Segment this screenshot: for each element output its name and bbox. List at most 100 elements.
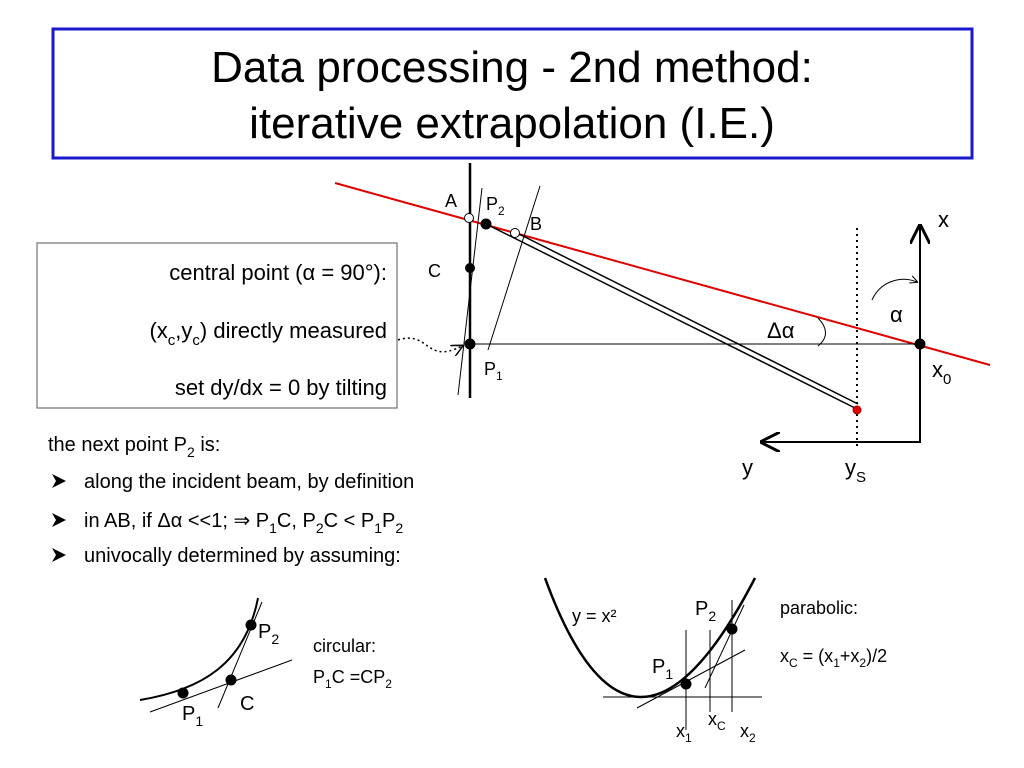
bullet-text: along the incident beam, by definition: [84, 471, 414, 493]
text-run: x: [676, 721, 685, 741]
text-run: the next point P: [48, 434, 187, 456]
text-run: y = x²: [572, 606, 617, 626]
subscript: C: [717, 719, 726, 733]
label: α: [890, 302, 903, 327]
text-run: P: [313, 667, 325, 687]
intro-text: the next point P2 is:: [48, 434, 220, 460]
label: P2: [486, 194, 505, 218]
label: y = x²: [572, 606, 617, 626]
label: y: [742, 455, 753, 480]
text-run: P: [484, 359, 496, 379]
label: yS: [845, 455, 866, 486]
title-box: [51, 27, 974, 160]
label: A: [445, 191, 457, 211]
text-run: C: [428, 261, 441, 281]
subscript: 2: [749, 731, 756, 745]
text-run: α: [890, 302, 903, 327]
label: P2: [258, 621, 279, 647]
text-run: )/2: [866, 646, 887, 666]
text-run: in AB, if Δα <<1; ⇒ P: [84, 510, 269, 532]
subscript: S: [856, 469, 866, 486]
caption: circular:: [313, 636, 376, 656]
text-run: = (x: [798, 646, 834, 666]
text-run: P: [695, 598, 708, 620]
label: Δα: [767, 318, 795, 343]
title-line: Data processing - 2nd method:: [211, 43, 813, 92]
text-run: C, P: [277, 510, 316, 532]
subscript: 2: [385, 677, 392, 691]
subscript: 2: [498, 204, 505, 218]
parabolic-diagram: [543, 577, 762, 730]
subscript: 1: [665, 666, 673, 682]
label: P1: [182, 703, 203, 729]
text-run: P: [382, 510, 395, 532]
subscript: 0: [943, 371, 951, 388]
caption: P1C =CP2: [313, 667, 392, 691]
text-run: set dy/dx = 0 by tilting: [175, 375, 387, 400]
caption: xC = (x1+x2)/2: [780, 646, 887, 670]
main-diagram: [334, 163, 991, 450]
subscript: 2: [859, 656, 866, 670]
subscript: 2: [316, 520, 324, 536]
text-run: parabolic:: [780, 598, 858, 618]
text-run: x: [938, 207, 949, 232]
subscript: 2: [187, 444, 195, 460]
bullet-text: univocally determined by assuming:: [84, 545, 401, 567]
text-run: B: [530, 214, 542, 234]
text-run: y: [742, 455, 753, 480]
subscript: 1: [833, 656, 840, 670]
subscript: 1: [374, 520, 382, 536]
info-box: [36, 242, 398, 409]
text-run: C: [240, 693, 254, 715]
label: P2: [695, 598, 716, 624]
subscript: 1: [269, 520, 277, 536]
text-run: C =CP: [332, 667, 386, 687]
text-run: x: [740, 721, 749, 741]
subscript: 1: [195, 713, 203, 729]
circular-diagram: [139, 597, 293, 713]
title-line: iterative extrapolation (I.E.): [249, 99, 775, 148]
subscript: 1: [685, 731, 692, 745]
label: xC: [708, 709, 726, 733]
subscript: 2: [708, 608, 716, 624]
label: x: [938, 207, 949, 232]
box-line: (xc,yc) directly measured: [149, 318, 387, 349]
subscript: c: [168, 332, 176, 349]
label: P1: [484, 359, 503, 383]
bullet-text: in AB, if Δα <<1; ⇒ P1C, P2C < P1P2: [84, 510, 403, 536]
text-run: P: [486, 194, 498, 214]
subscript: 1: [496, 369, 503, 383]
subscript: c: [192, 332, 200, 349]
box-line: set dy/dx = 0 by tilting: [175, 375, 387, 400]
text-run: P: [652, 656, 665, 678]
text-run: ,y: [175, 318, 192, 343]
label: x2: [740, 721, 756, 745]
pointer-arrow: [397, 337, 462, 352]
text-run: x: [780, 646, 789, 666]
text-run: +x: [840, 646, 860, 666]
text-run: is:: [195, 434, 221, 456]
subscript: 2: [271, 631, 279, 647]
text-run: A: [445, 191, 457, 211]
label: x0: [932, 357, 951, 388]
subscript: 2: [395, 520, 403, 536]
label: B: [530, 214, 542, 234]
text-run: x: [932, 357, 943, 382]
bullets: [52, 474, 66, 562]
subscript: C: [789, 656, 798, 670]
text-run: (x: [149, 318, 167, 343]
text-run: P: [258, 621, 271, 643]
text-run: ) directly measured: [200, 318, 387, 343]
label: C: [240, 693, 254, 715]
text-run: along the incident beam, by definition: [84, 471, 414, 493]
text-run: central point (α = 90°):: [169, 260, 387, 285]
label: P1: [652, 656, 673, 682]
caption: parabolic:: [780, 598, 858, 618]
subscript: 1: [325, 677, 332, 691]
label: x1: [676, 721, 692, 745]
text-run: x: [708, 709, 717, 729]
text-run: P: [182, 703, 195, 725]
text-run: y: [845, 455, 856, 480]
text-run: Δα: [767, 318, 795, 343]
